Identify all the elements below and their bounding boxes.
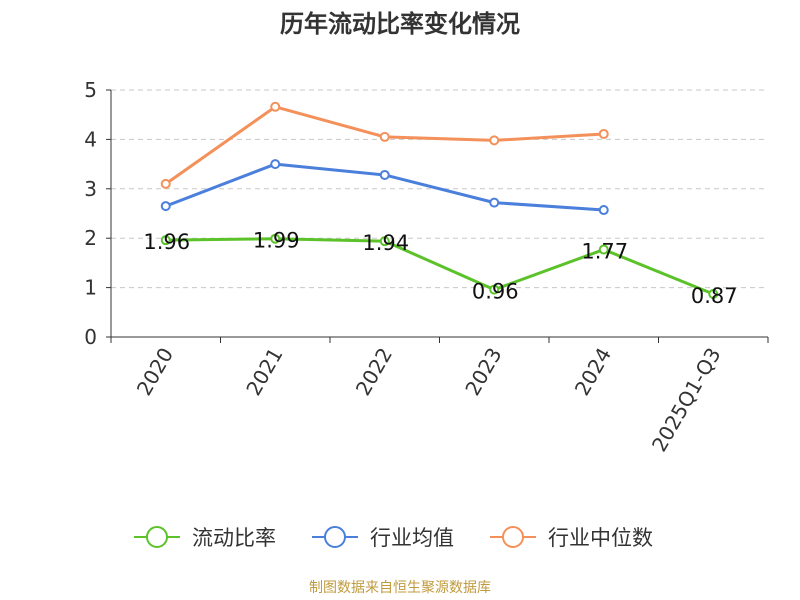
data-point bbox=[160, 201, 171, 212]
data-label: 1.77 bbox=[581, 240, 628, 264]
x-tick-label: 2025Q1-Q3 bbox=[647, 344, 726, 456]
legend-item: 行业均值 bbox=[312, 526, 454, 550]
data-point bbox=[379, 169, 390, 180]
x-tick-label: 2024 bbox=[570, 344, 616, 400]
data-point bbox=[489, 197, 500, 208]
y-tick-label: 1 bbox=[84, 276, 97, 300]
y-tick-label: 3 bbox=[84, 177, 97, 201]
data-point bbox=[489, 284, 500, 295]
data-label: 1.96 bbox=[143, 230, 190, 254]
data-point bbox=[708, 289, 719, 300]
data-point bbox=[270, 159, 281, 170]
source-note: 制图数据来自恒生聚源数据库 bbox=[309, 580, 491, 596]
legend-marker-icon bbox=[502, 526, 524, 548]
x-tick-label: 2021 bbox=[241, 344, 287, 400]
data-point bbox=[489, 135, 500, 146]
data-point bbox=[379, 131, 390, 142]
data-label: 0.87 bbox=[691, 284, 738, 308]
data-point bbox=[270, 101, 281, 112]
y-tick-label: 2 bbox=[84, 226, 97, 250]
axis-layer: 0 1 2 3 4 5 2020 2021 2022 2023 2024 2025Q1-Q3 bbox=[84, 78, 769, 456]
y-tick-label: 4 bbox=[84, 127, 97, 151]
legend-item: 流动比率 bbox=[134, 526, 276, 550]
data-label: 0.96 bbox=[472, 280, 519, 304]
chart-title: 历年流动比率变化情况 bbox=[280, 10, 520, 38]
legend-marker-icon bbox=[324, 526, 346, 548]
data-point bbox=[598, 244, 609, 255]
data-point bbox=[160, 235, 171, 246]
series-layer bbox=[160, 101, 719, 300]
data-point bbox=[379, 236, 390, 247]
y-tick-label: 0 bbox=[84, 325, 97, 349]
data-label-layer: 1.96 1.99 1.94 0.96 1.77 0.87 bbox=[143, 229, 737, 308]
data-point bbox=[598, 205, 609, 216]
data-label: 1.99 bbox=[253, 229, 300, 253]
x-tick-label: 2022 bbox=[351, 344, 397, 400]
data-label: 1.94 bbox=[362, 231, 409, 255]
legend-label: 行业均值 bbox=[370, 526, 454, 550]
legend-marker-icon bbox=[146, 526, 168, 548]
data-point bbox=[270, 233, 281, 244]
x-tick-label: 2020 bbox=[132, 344, 178, 400]
y-tick-label: 5 bbox=[84, 78, 97, 102]
x-tick-label: 2023 bbox=[460, 344, 506, 400]
legend: 流动比率 行业均值 行业中位数 bbox=[134, 526, 653, 550]
legend-label: 流动比率 bbox=[192, 526, 276, 550]
legend-item: 行业中位数 bbox=[490, 526, 653, 550]
data-point bbox=[598, 128, 609, 139]
series-line bbox=[165, 237, 714, 296]
data-point bbox=[160, 178, 171, 189]
legend-label: 行业中位数 bbox=[548, 526, 653, 550]
